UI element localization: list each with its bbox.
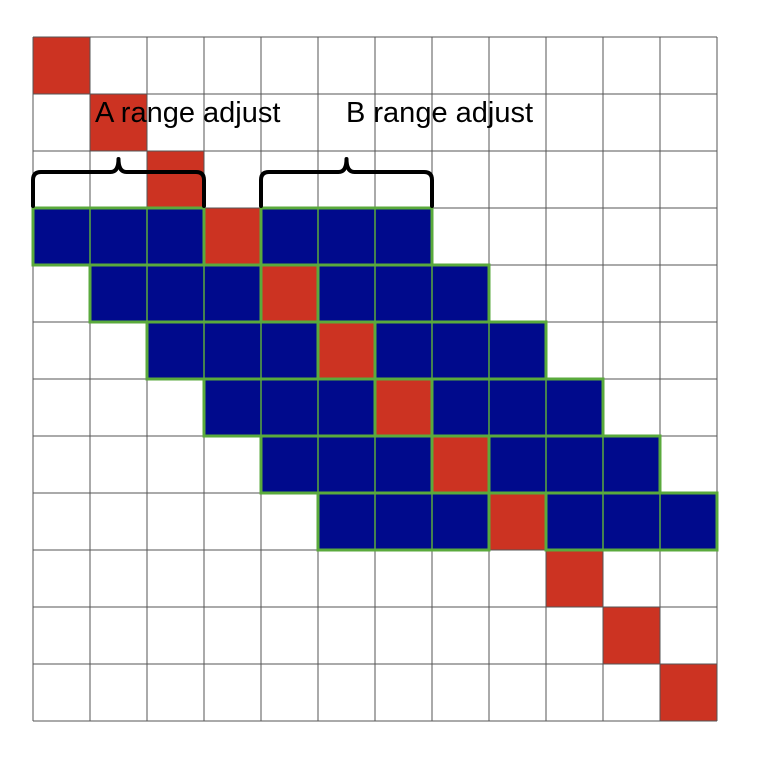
- cell-fills: [33, 37, 717, 721]
- band-cell: [147, 265, 204, 322]
- band-cell: [318, 379, 375, 436]
- band-cell: [432, 265, 489, 322]
- diagonal-cell: [318, 322, 375, 379]
- band-cell: [375, 322, 432, 379]
- diagonal-cell: [489, 493, 546, 550]
- band-outline: [544, 491, 719, 552]
- diagonal-cell: [33, 37, 90, 94]
- band-outline: [316, 491, 491, 552]
- diagonal-cell: [90, 94, 147, 151]
- band-cell: [546, 379, 603, 436]
- band-cell: [660, 493, 717, 550]
- diagonal-cell: [660, 664, 717, 721]
- band-cell: [375, 265, 432, 322]
- a-range-label: A range adjust: [95, 97, 280, 129]
- band-cell: [318, 208, 375, 265]
- diagonal-cell: [432, 436, 489, 493]
- band-cell: [33, 208, 90, 265]
- band-cell: [90, 208, 147, 265]
- diagonal-cell: [546, 550, 603, 607]
- band-cell: [489, 436, 546, 493]
- band-cell: [147, 322, 204, 379]
- band-cell: [375, 208, 432, 265]
- range-braces: [31, 157, 434, 208]
- a-range-brace: [31, 157, 206, 208]
- band-cell: [489, 322, 546, 379]
- band-cell: [90, 265, 147, 322]
- band-cell: [432, 379, 489, 436]
- band-cell: [204, 265, 261, 322]
- band-cell: [318, 265, 375, 322]
- band-cell: [432, 322, 489, 379]
- band-cell: [261, 379, 318, 436]
- diagonal-cell: [261, 265, 318, 322]
- band-cell: [546, 436, 603, 493]
- band-cell: [375, 493, 432, 550]
- diagonal-cell: [204, 208, 261, 265]
- band-cell: [318, 436, 375, 493]
- band-cell: [261, 322, 318, 379]
- band-cell: [375, 436, 432, 493]
- diagonal-cell: [603, 607, 660, 664]
- band-segments: [31, 206, 719, 552]
- band-cell: [603, 436, 660, 493]
- b-range-brace: [259, 157, 434, 208]
- band-cell: [261, 208, 318, 265]
- b-range-label: B range adjust: [346, 97, 533, 129]
- band-cell: [546, 493, 603, 550]
- band-cell: [204, 322, 261, 379]
- band-cell: [603, 493, 660, 550]
- band-cell: [261, 436, 318, 493]
- diagonal-cell: [375, 379, 432, 436]
- band-cell: [204, 379, 261, 436]
- band-cell: [318, 493, 375, 550]
- band-cell: [147, 208, 204, 265]
- diagonal-cell: [147, 151, 204, 208]
- band-cell: [432, 493, 489, 550]
- band-cell: [489, 379, 546, 436]
